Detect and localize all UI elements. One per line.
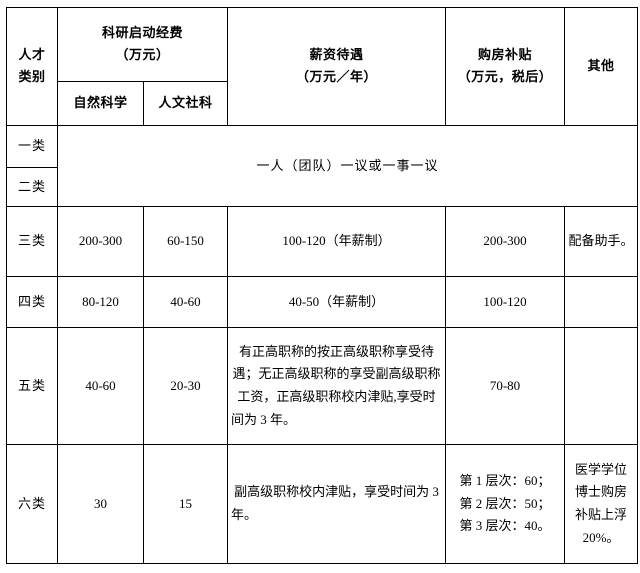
header-natural-science: 自然科学 bbox=[57, 80, 144, 126]
cell-salary-tier3: 100-120（年薪制） bbox=[227, 206, 447, 277]
cell-humanities-social-tier3: 60-150 bbox=[142, 206, 229, 277]
table-header-row-2: 自然科学 人文社科 bbox=[7, 80, 638, 126]
header-housing-line1: 购房补贴 bbox=[478, 46, 533, 62]
header-salary-line2: （万元／年） bbox=[296, 69, 378, 85]
table-row: 六类 30 15 副高级职称校内津贴，享受时间为 3 年。 第 1 层次：60；… bbox=[6, 444, 639, 564]
cell-salary-tier5: 有正高职称的按正高级职称享受待遇；无正高级职称的享受副高级职称工资，正高级职称校… bbox=[227, 327, 447, 446]
cell-salary-tier6: 副高级职称校内津贴，享受时间为 3 年。 bbox=[227, 444, 447, 564]
header-salary: 薪资待遇 （万元／年） bbox=[227, 7, 447, 126]
cell-category-tier4: 四类 bbox=[6, 275, 58, 329]
cell-salary-tier4: 40-50（年薪制） bbox=[227, 275, 447, 329]
cell-housing-tier3: 200-300 bbox=[445, 206, 566, 277]
housing-tier-line: 第 1 层次：60； bbox=[459, 472, 551, 488]
header-startup-fund-line2: （万元） bbox=[115, 47, 170, 63]
cell-category-tier2: 二类 bbox=[6, 166, 58, 208]
cell-category-tier3: 三类 bbox=[6, 206, 58, 277]
header-category-line1: 人才 bbox=[18, 46, 46, 62]
talent-policy-table-container: 人才 类别 科研启动经费 （万元） 薪资待遇 （万元／年） 购房补贴 （万元，税… bbox=[6, 7, 639, 564]
cell-category-tier6: 六类 bbox=[6, 444, 58, 564]
other-note-line: 医学学位 bbox=[575, 461, 628, 477]
cell-housing-tier4: 100-120 bbox=[445, 275, 566, 329]
cell-other-tier5 bbox=[564, 327, 639, 446]
cell-category-tier1: 一类 bbox=[6, 124, 58, 168]
header-startup-fund: 科研启动经费 （万元） bbox=[56, 7, 229, 82]
header-category: 人才 类别 bbox=[6, 7, 58, 126]
cell-housing-tier5: 70-80 bbox=[445, 327, 566, 446]
header-category-line2: 类别 bbox=[18, 69, 46, 85]
header-humanities-social: 人文社科 bbox=[142, 80, 229, 126]
cell-merged-negotiation-note: 一人（团队）一议或一事一议 bbox=[56, 124, 639, 208]
table-header-row-1: 人才 类别 科研启动经费 （万元） 薪资待遇 （万元／年） 购房补贴 （万元，税… bbox=[6, 7, 639, 126]
header-housing-line2: （万元，税后） bbox=[457, 69, 553, 85]
cell-other-tier3: 配备助手。 bbox=[564, 206, 639, 277]
cell-humanities-social-tier5: 20-30 bbox=[142, 327, 229, 446]
cell-natural-science-tier3: 200-300 bbox=[57, 206, 144, 277]
header-other: 其他 bbox=[564, 7, 639, 126]
other-note-line: 补贴上浮 bbox=[575, 507, 628, 523]
cell-other-tier6: 医学学位 博士购房 补贴上浮 20%。 bbox=[564, 444, 639, 564]
table-row: 五类 40-60 20-30 有正高职称的按正高级职称享受待遇；无正高级职称的享… bbox=[6, 327, 639, 446]
housing-tier-line: 第 3 层次：40。 bbox=[459, 518, 551, 534]
cell-humanities-social-tier6: 15 bbox=[142, 444, 229, 564]
cell-housing-tier6: 第 1 层次：60； 第 2 层次：50； 第 3 层次：40。 bbox=[445, 444, 566, 564]
header-startup-fund-line1: 科研启动经费 bbox=[102, 24, 184, 40]
cell-natural-science-tier4: 80-120 bbox=[57, 275, 144, 329]
housing-tier-line: 第 2 层次：50； bbox=[459, 495, 551, 511]
cell-other-tier4 bbox=[564, 275, 639, 329]
table-row: 一类 一人（团队）一议或一事一议 bbox=[6, 124, 639, 208]
other-note-line: 博士购房 bbox=[575, 484, 628, 500]
header-housing-subsidy: 购房补贴 （万元，税后） bbox=[445, 7, 566, 126]
talent-policy-table: 人才 类别 科研启动经费 （万元） 薪资待遇 （万元／年） 购房补贴 （万元，税… bbox=[6, 7, 639, 564]
cell-natural-science-tier6: 30 bbox=[57, 444, 144, 564]
header-salary-line1: 薪资待遇 bbox=[309, 46, 364, 62]
cell-category-tier5: 五类 bbox=[6, 327, 58, 446]
other-note-line: 20%。 bbox=[582, 529, 620, 545]
table-row: 四类 80-120 40-60 40-50（年薪制） 100-120 bbox=[6, 275, 639, 329]
table-row: 三类 200-300 60-150 100-120（年薪制） 200-300 配… bbox=[6, 206, 639, 277]
cell-humanities-social-tier4: 40-60 bbox=[142, 275, 229, 329]
cell-natural-science-tier5: 40-60 bbox=[57, 327, 144, 446]
